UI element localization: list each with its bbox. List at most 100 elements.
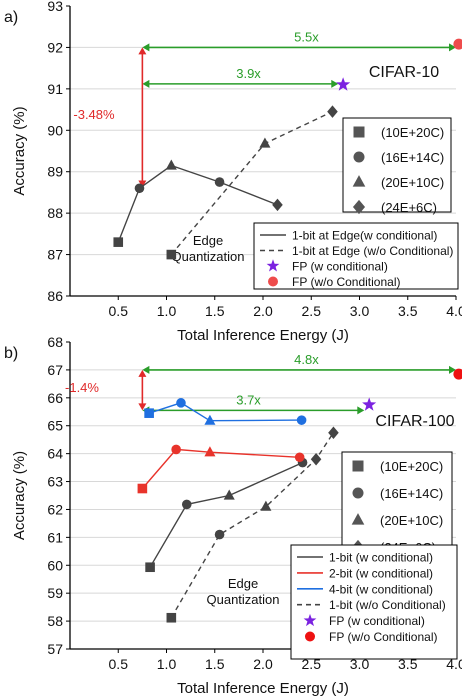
data-point bbox=[137, 483, 148, 494]
x-tick-label: 1.0 bbox=[157, 303, 177, 319]
data-point bbox=[327, 105, 338, 118]
y-tick-label: 91 bbox=[47, 81, 63, 97]
data-point bbox=[259, 137, 271, 148]
x-tick-label: 0.5 bbox=[109, 303, 129, 319]
drop-label: -3.48% bbox=[73, 107, 115, 122]
y-tick-label: 57 bbox=[47, 641, 63, 657]
x-axis-label: Total Inference Energy (J) bbox=[177, 327, 349, 344]
x-tick-label: 2.5 bbox=[302, 656, 322, 672]
data-point bbox=[296, 415, 307, 425]
data-point bbox=[272, 198, 283, 212]
x-tick-label: 3.5 bbox=[398, 656, 418, 672]
legend-marker bbox=[268, 276, 278, 287]
y-axis-label: Accuracy (%) bbox=[11, 451, 28, 540]
chart-panel-cifar-100: 57 58 59 60 61 62 63 64 65 66 67 68 0.5 1.0 1.5 2.0 2.5 3… bbox=[4, 334, 462, 697]
y-tick-label: 89 bbox=[47, 164, 63, 180]
data-point bbox=[336, 77, 351, 91]
data-point bbox=[223, 489, 235, 500]
y-tick-label: 86 bbox=[47, 288, 63, 304]
data-point bbox=[328, 426, 339, 439]
y-tick-label: 63 bbox=[47, 474, 63, 490]
y-tick-label: 88 bbox=[47, 205, 63, 221]
y-tick-label: 60 bbox=[47, 557, 63, 573]
legend-label: 2-bit (w conditional) bbox=[329, 566, 433, 580]
legend-label: FP (w/o Conditional) bbox=[329, 630, 438, 644]
legend-label: (16E+14C) bbox=[380, 486, 443, 501]
data-point bbox=[260, 500, 272, 511]
edge-quantization-label: Quantization bbox=[207, 592, 280, 607]
legend-marker bbox=[305, 631, 315, 642]
legend-marker bbox=[352, 487, 364, 499]
data-point bbox=[214, 529, 225, 540]
legend-label: 4-bit (w conditional) bbox=[329, 582, 433, 596]
series-line bbox=[170, 432, 334, 619]
series-legend-box bbox=[290, 544, 458, 660]
ratio-label-mid: 3.9x bbox=[236, 66, 261, 81]
ratio-arrow-mid-head-right bbox=[357, 406, 365, 415]
data-point bbox=[166, 612, 177, 623]
data-point bbox=[204, 414, 216, 425]
legend-marker bbox=[303, 613, 317, 627]
legend-label: (10E+20C) bbox=[380, 459, 443, 474]
legend-marker bbox=[353, 126, 365, 138]
data-point bbox=[134, 183, 145, 194]
legend-marker bbox=[352, 199, 366, 215]
drop-arrow-head-top bbox=[138, 369, 147, 377]
legend-label: FP (w/o Conditional) bbox=[292, 275, 401, 289]
data-point bbox=[294, 452, 305, 463]
legend-marker bbox=[352, 175, 366, 187]
data-point bbox=[144, 408, 154, 418]
y-tick-label: 64 bbox=[47, 446, 63, 462]
legend-label: (20E+10C) bbox=[381, 175, 444, 190]
y-tick-label: 90 bbox=[47, 122, 63, 138]
data-point bbox=[204, 446, 216, 457]
legend-marker bbox=[266, 259, 280, 272]
series-line bbox=[148, 402, 302, 422]
ratio-arrow-top-head-left bbox=[142, 43, 150, 52]
x-tick-label: 1.0 bbox=[157, 656, 177, 672]
data-point bbox=[165, 159, 177, 170]
edge-quantization-label: Edge bbox=[228, 576, 258, 591]
legend-label: FP (w conditional) bbox=[329, 614, 425, 628]
x-tick-label: 1.5 bbox=[205, 303, 225, 319]
ratio-arrow-top-head-left bbox=[142, 365, 150, 374]
edge-quantization-label: Edge bbox=[193, 233, 223, 248]
data-point bbox=[176, 398, 186, 408]
x-tick-label: 4.0 bbox=[446, 303, 462, 319]
legend-label: (24E+6C) bbox=[381, 200, 437, 215]
x-tick-label: 3.0 bbox=[350, 656, 370, 672]
ratio-label-top: 5.5x bbox=[294, 29, 319, 44]
drop-arrow-head-bottom bbox=[138, 180, 147, 188]
series-line bbox=[141, 448, 300, 489]
y-tick-label: 92 bbox=[47, 39, 63, 55]
y-tick-label: 68 bbox=[47, 334, 63, 350]
legend-label: 1-bit at Edge (w/o Conditional) bbox=[292, 244, 453, 258]
x-tick-label: 1.5 bbox=[205, 656, 225, 672]
drop-arrow-head-top bbox=[138, 47, 147, 55]
legend-label: FP (w conditional) bbox=[292, 260, 388, 274]
ratio-arrow-mid-head-left bbox=[142, 79, 150, 88]
data-point bbox=[166, 249, 177, 260]
dataset-title: CIFAR-100 bbox=[375, 413, 454, 430]
ratio-arrow-top-head-right bbox=[449, 43, 456, 52]
legend-label: (16E+14C) bbox=[381, 150, 444, 165]
ratio-label-mid: 3.7x bbox=[236, 392, 261, 407]
legend-marker bbox=[353, 151, 365, 163]
x-tick-label: 3.0 bbox=[350, 303, 370, 319]
y-tick-label: 93 bbox=[47, 0, 63, 14]
legend-label: 1-bit (w conditional) bbox=[329, 551, 433, 565]
data-point bbox=[113, 237, 124, 247]
edge-quantization-label: Quantization bbox=[172, 249, 245, 264]
y-tick-label: 59 bbox=[47, 585, 63, 601]
legend-label: 1-bit (w/o Conditional) bbox=[329, 598, 446, 612]
x-tick-label: 2.0 bbox=[253, 303, 273, 319]
data-point bbox=[362, 397, 377, 411]
data-point bbox=[145, 562, 155, 573]
ratio-label-top: 4.8x bbox=[294, 352, 319, 367]
data-point bbox=[181, 499, 192, 510]
y-tick-label: 87 bbox=[47, 247, 63, 263]
x-tick-label: 2.0 bbox=[253, 656, 273, 672]
y-tick-label: 58 bbox=[47, 613, 63, 629]
